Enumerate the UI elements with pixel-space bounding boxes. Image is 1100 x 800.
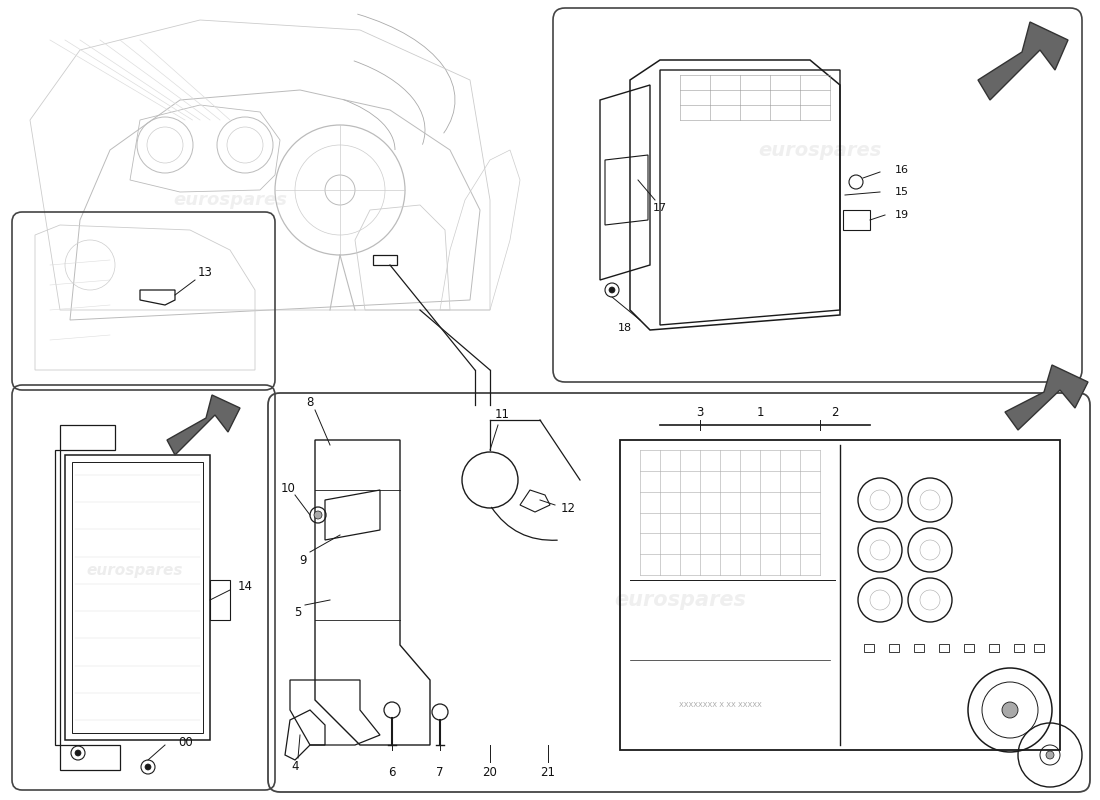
Circle shape [1002,702,1018,718]
Text: 7: 7 [437,766,443,778]
Text: 21: 21 [540,766,556,778]
Text: 1: 1 [757,406,763,418]
Circle shape [75,750,81,756]
Text: 15: 15 [895,187,909,197]
Polygon shape [1005,365,1088,430]
Bar [964,644,974,652]
Text: eurospares: eurospares [87,562,184,578]
Circle shape [609,287,615,293]
Text: XXXXXXXX X XX XXXXX: XXXXXXXX X XX XXXXX [679,702,761,708]
Text: 2: 2 [832,406,838,418]
Text: 13: 13 [198,266,212,279]
Text: eurospares: eurospares [758,141,882,159]
Text: 3: 3 [696,406,704,418]
Text: 8: 8 [306,395,313,409]
Bar [939,644,949,652]
Circle shape [314,511,322,519]
Text: 19: 19 [895,210,909,220]
Circle shape [1046,751,1054,759]
Text: 17: 17 [653,203,667,213]
Bar [889,644,899,652]
Text: 12: 12 [561,502,575,514]
Text: 6: 6 [388,766,396,778]
Polygon shape [978,22,1068,100]
Polygon shape [167,395,240,455]
Text: 20: 20 [483,766,497,778]
Bar [914,644,924,652]
Text: 16: 16 [895,165,909,175]
Text: 18: 18 [618,323,632,333]
Text: 00: 00 [178,735,192,749]
Text: 10: 10 [280,482,296,494]
Bar [989,644,999,652]
Text: 14: 14 [238,581,253,594]
Text: 5: 5 [295,606,301,618]
Text: eurospares: eurospares [173,191,287,209]
Text: eurospares: eurospares [614,590,746,610]
Bar [1014,644,1024,652]
Bar [373,255,397,265]
Text: 9: 9 [299,554,307,566]
Text: 11: 11 [495,409,509,422]
Bar [1034,644,1044,652]
Bar [864,644,874,652]
Text: 4: 4 [292,761,299,774]
Circle shape [145,764,151,770]
